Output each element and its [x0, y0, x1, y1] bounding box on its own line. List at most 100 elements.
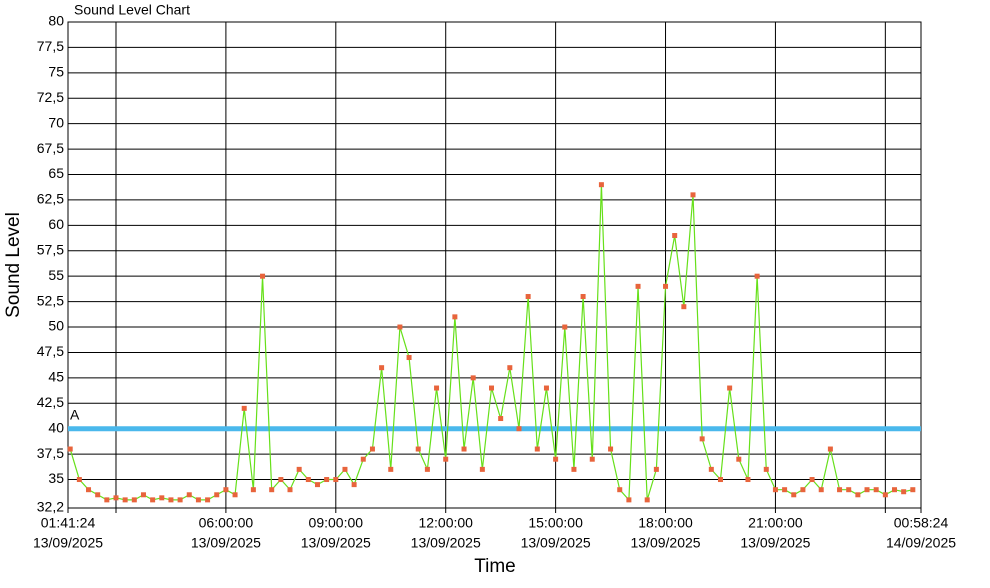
- data-point: [122, 497, 128, 503]
- data-point: [113, 495, 119, 501]
- data-point: [260, 273, 266, 279]
- data-point: [681, 304, 687, 310]
- data-point: [86, 487, 92, 493]
- data-point: [470, 375, 476, 381]
- data-point: [910, 487, 916, 493]
- data-point: [424, 466, 430, 472]
- data-point: [498, 416, 504, 422]
- data-point: [699, 436, 705, 442]
- data-point: [296, 466, 302, 472]
- data-point: [818, 487, 824, 493]
- data-point: [461, 446, 467, 452]
- data-point: [104, 497, 110, 503]
- data-point: [342, 466, 348, 472]
- data-point: [186, 492, 192, 498]
- data-point: [379, 365, 385, 371]
- y-tick-label: 52,5: [37, 292, 64, 308]
- data-point: [772, 487, 778, 493]
- data-point: [150, 497, 156, 503]
- data-point: [159, 495, 165, 501]
- data-point: [351, 482, 357, 488]
- x-tick-label: 13/09/2025: [411, 535, 481, 551]
- data-point: [855, 492, 861, 498]
- data-point: [543, 385, 549, 391]
- x-tick-label: 13/09/2025: [301, 535, 371, 551]
- y-tick-label: 32,2: [37, 499, 64, 515]
- y-tick-label: 55: [48, 267, 64, 283]
- x-tick-label: 09:00:00: [309, 515, 364, 531]
- data-point: [434, 385, 440, 391]
- data-point: [360, 456, 366, 462]
- x-tick-label: 01:41:24: [41, 515, 96, 531]
- x-tick-label: 18:00:00: [638, 515, 693, 531]
- data-point: [479, 466, 485, 472]
- y-tick-label: 62,5: [37, 191, 64, 207]
- x-tick-label: 13/09/2025: [33, 535, 103, 551]
- data-point: [892, 487, 898, 493]
- data-point: [571, 466, 577, 472]
- data-point: [95, 492, 101, 498]
- x-tick-label: 13/09/2025: [191, 535, 261, 551]
- x-tick-label: 13/09/2025: [521, 535, 591, 551]
- data-point: [214, 492, 220, 498]
- y-tick-label: 75: [48, 64, 64, 80]
- y-tick-label: 80: [48, 13, 64, 29]
- data-point: [846, 487, 852, 493]
- data-point: [452, 314, 458, 320]
- data-point: [708, 466, 714, 472]
- data-point: [369, 446, 375, 452]
- data-point: [653, 466, 659, 472]
- data-point: [195, 497, 201, 503]
- data-point: [745, 477, 751, 483]
- data-point: [617, 487, 623, 493]
- y-tick-label: 47,5: [37, 343, 64, 359]
- data-point: [223, 487, 229, 493]
- y-tick-label: 50: [48, 318, 64, 334]
- x-tick-label: 12:00:00: [418, 515, 473, 531]
- data-point: [800, 487, 806, 493]
- data-point: [589, 456, 595, 462]
- data-point: [837, 487, 843, 493]
- data-point: [333, 477, 339, 483]
- data-point: [287, 487, 293, 493]
- data-point: [562, 324, 568, 330]
- y-tick-label: 40: [48, 419, 64, 435]
- data-point: [672, 233, 678, 239]
- data-point: [516, 426, 522, 432]
- y-tick-label: 60: [48, 216, 64, 232]
- data-point: [269, 487, 275, 493]
- y-tick-label: 67,5: [37, 140, 64, 156]
- data-point: [782, 487, 788, 493]
- x-axis-label: Time: [474, 556, 516, 577]
- data-point: [177, 497, 183, 503]
- x-tick-label: 06:00:00: [199, 515, 254, 531]
- data-point: [397, 324, 403, 330]
- data-point: [241, 405, 247, 411]
- data-point: [324, 477, 330, 483]
- data-point: [864, 487, 870, 493]
- y-tick-label: 77,5: [37, 38, 64, 54]
- data-point: [635, 283, 641, 289]
- chart-title: Sound Level Chart: [74, 2, 190, 18]
- data-point: [754, 273, 760, 279]
- y-tick-label: 42,5: [37, 394, 64, 410]
- data-point: [717, 477, 723, 483]
- data-point: [882, 492, 888, 498]
- x-tick-label: 21:00:00: [748, 515, 803, 531]
- data-point: [140, 492, 146, 498]
- y-tick-label: 65: [48, 165, 64, 181]
- data-point: [763, 466, 769, 472]
- threshold-label: A: [70, 406, 80, 422]
- data-point: [489, 385, 495, 391]
- data-point: [534, 446, 540, 452]
- y-tick-label: 72,5: [37, 89, 64, 105]
- data-point: [305, 477, 311, 483]
- data-point: [232, 492, 238, 498]
- data-point: [67, 446, 73, 452]
- data-point: [873, 487, 879, 493]
- data-point: [809, 477, 815, 483]
- data-point: [791, 492, 797, 498]
- data-point: [827, 446, 833, 452]
- data-point: [598, 182, 604, 188]
